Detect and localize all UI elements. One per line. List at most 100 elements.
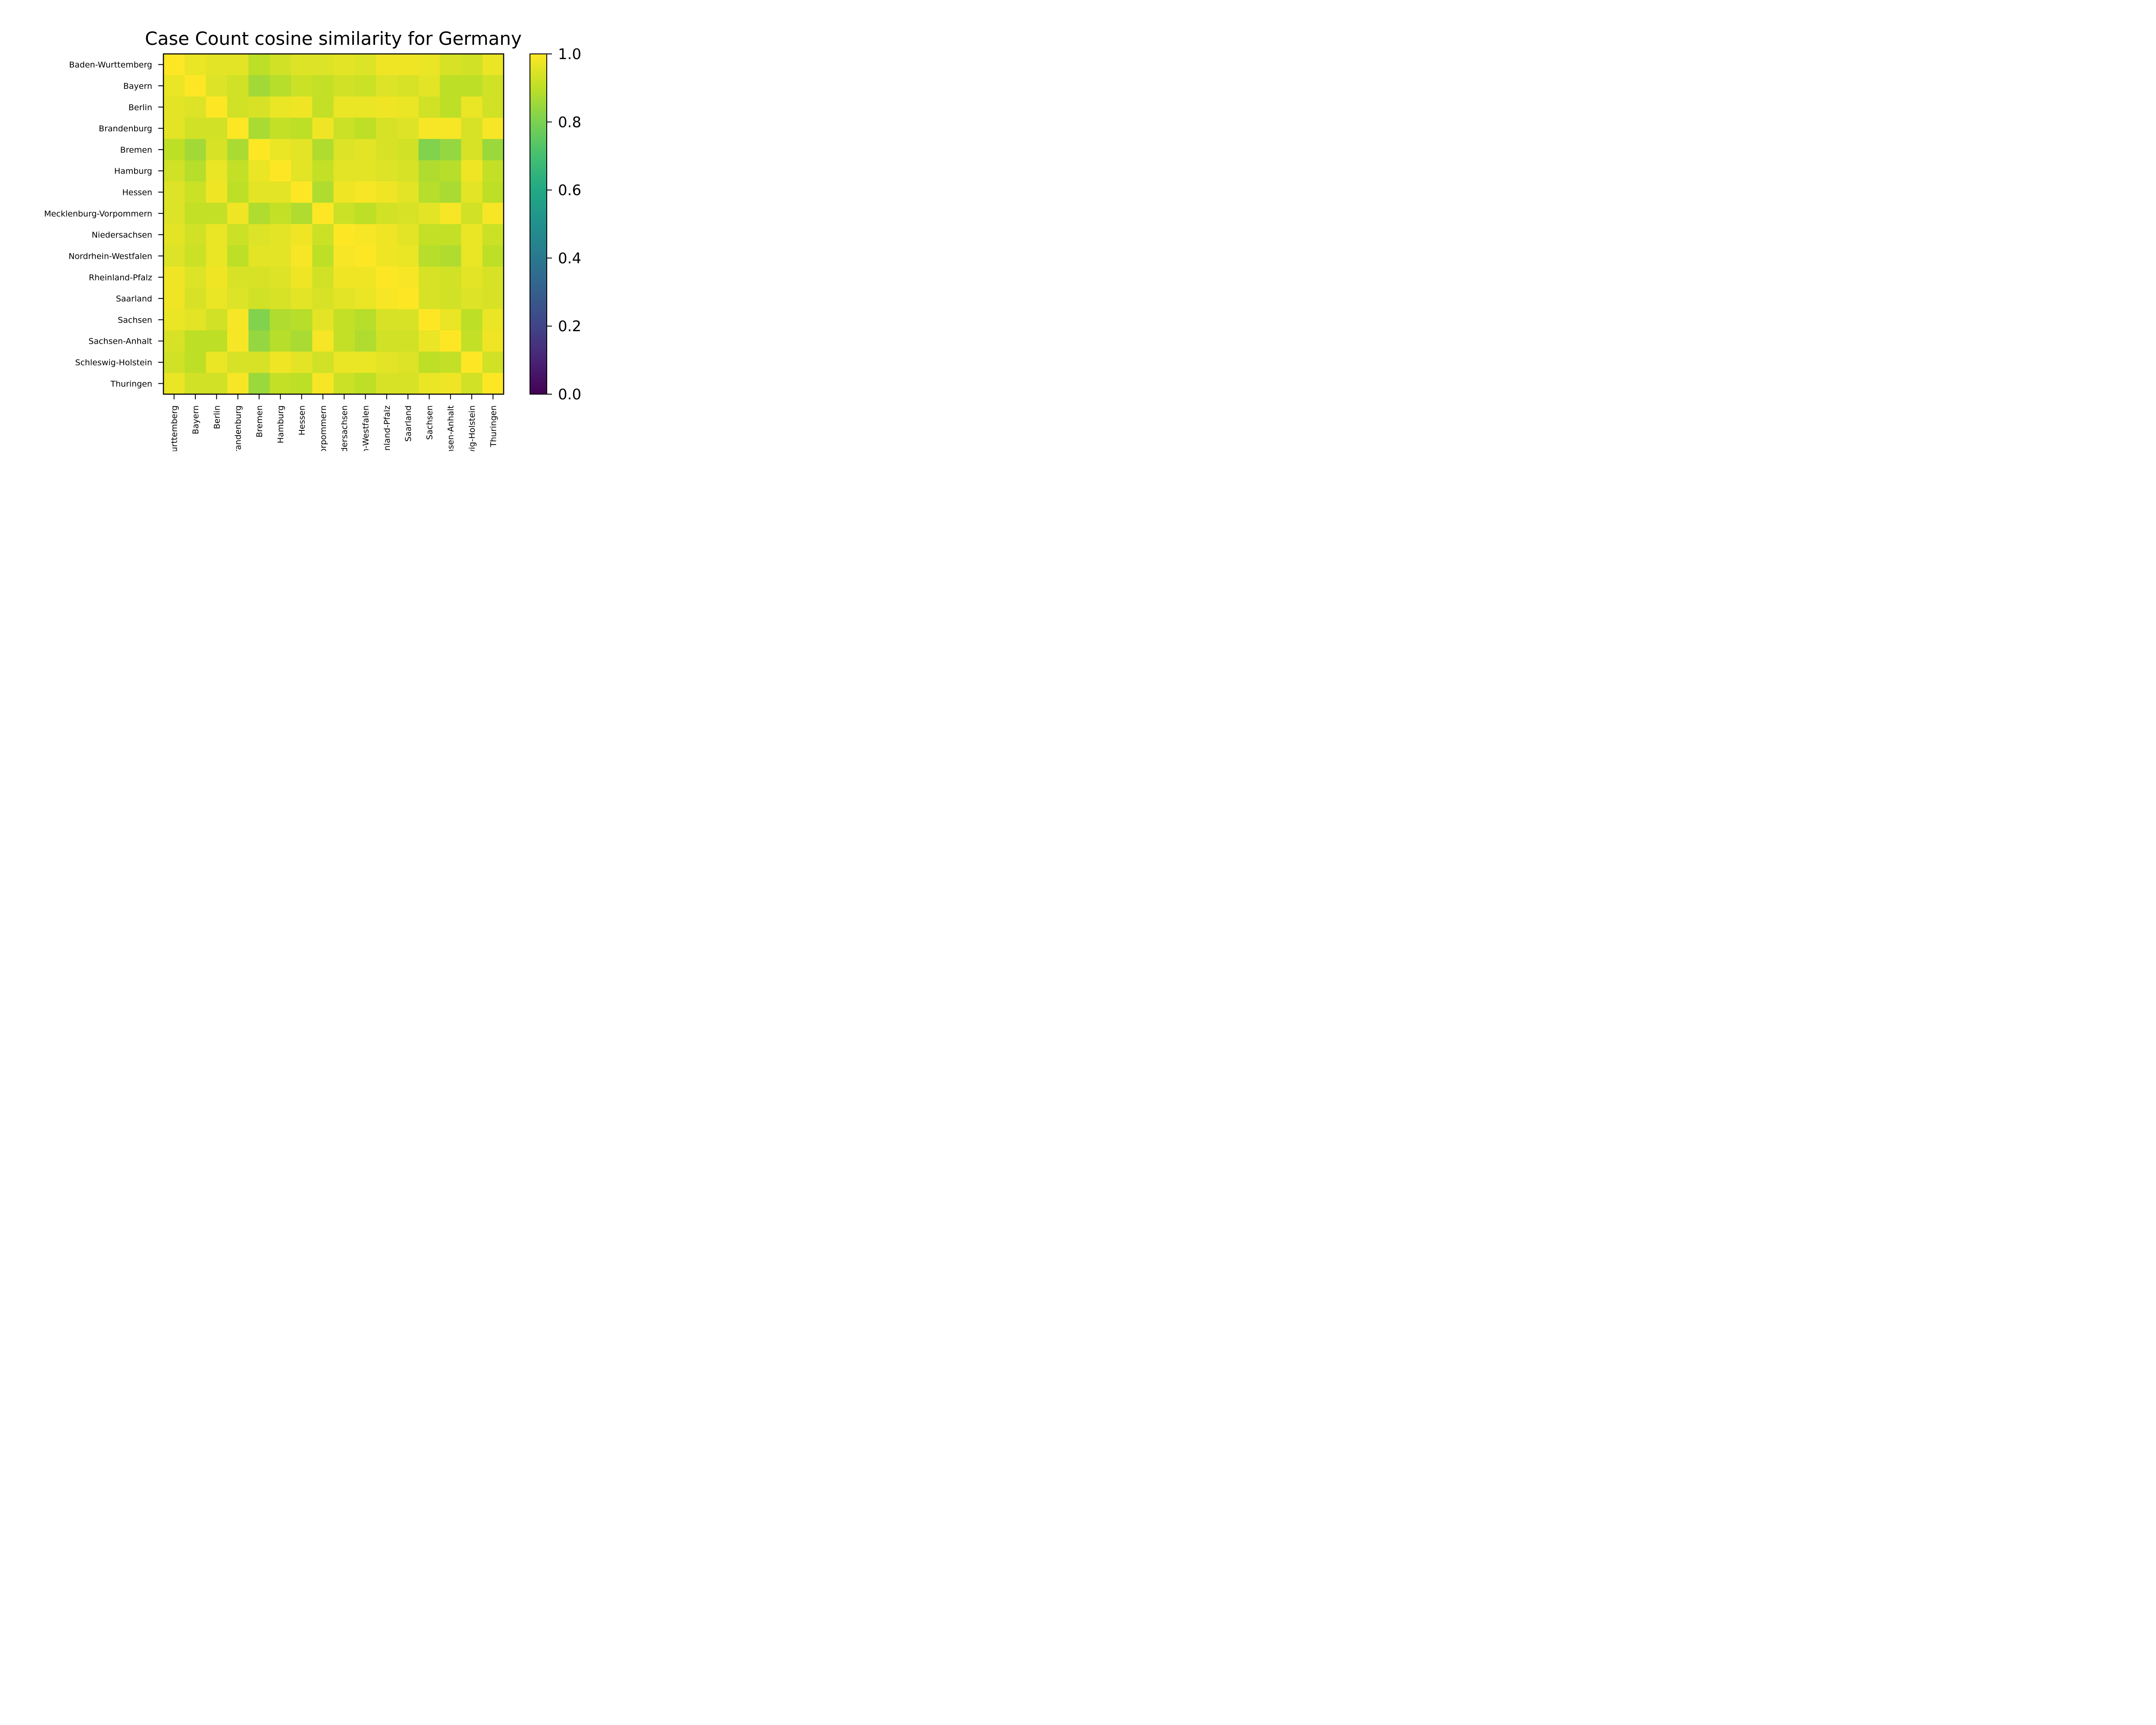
heatmap-cell [270,96,291,118]
heatmap-cell [418,203,440,225]
heatmap-cell [354,181,376,203]
heatmap-cell [418,96,440,118]
heatmap-cell [376,373,398,395]
heatmap-cell [270,224,291,246]
heatmap-cell [397,117,419,139]
heatmap-cell [185,351,207,373]
row-tick-label: Baden-Wurttemberg [69,60,152,70]
heatmap-cell [354,117,376,139]
heatmap-cell [376,330,398,352]
heatmap-cell [397,203,419,225]
heatmap-cell [461,160,483,182]
heatmap-cell [397,160,419,182]
heatmap-cell [312,330,334,352]
colorbar-tick-label: 0.4 [558,250,581,267]
column-axis: Baden-Wurttemberg Bayern Berlin Brandenburg… [170,394,498,451]
heatmap-cell [482,203,504,225]
heatmap-cell [333,267,355,289]
heatmap-cell [376,351,398,373]
heatmap-cell [333,75,355,97]
heatmap-cell [206,96,228,118]
heatmap-cell [461,54,483,75]
heatmap-cell [185,267,207,289]
heatmap-cell [206,203,228,225]
row-tick-label: Berlin [128,103,152,112]
column-tick-label: Rheinland-Pfalz [382,405,392,451]
heatmap-cell [376,267,398,289]
heatmap-cell [312,203,334,225]
heatmap-cell [333,203,355,225]
heatmap-cell [248,160,270,182]
heatmap-cell [376,54,398,75]
heatmap-cell [163,181,185,203]
heatmap-cell [248,203,270,225]
heatmap-cell [270,330,291,352]
heatmap-cell [482,373,504,395]
heatmap-cell [418,117,440,139]
heatmap-cell [333,288,355,310]
heatmap-cell [461,330,483,352]
heatmap-cell [482,309,504,331]
heatmap-cell [397,224,419,246]
heatmap-cell [418,267,440,289]
heatmap-cell [482,181,504,203]
heatmap-cell [482,75,504,97]
heatmap-cell [482,160,504,182]
heatmap-cell [440,96,461,118]
heatmap-cell [227,181,249,203]
heatmap-cell [461,288,483,310]
heatmap-cell [291,373,313,395]
row-axis: Baden-Wurttemberg Bayern Berlin Brandenburg… [44,60,163,389]
heatmap-cell [312,224,334,246]
heatmap-cell [461,267,483,289]
heatmap-cell [163,224,185,246]
column-tick-label: Brandenburg [234,405,243,451]
heatmap-cell [482,224,504,246]
heatmap-cell [354,288,376,310]
heatmap-cell [291,267,313,289]
heatmap-cell [333,181,355,203]
chart-title: Case Count cosine similarity for Germany [145,28,522,49]
heatmap-cell [376,203,398,225]
heatmap-cell [440,181,461,203]
heatmap-cell [376,160,398,182]
heatmap-cell [163,245,185,267]
heatmap-cell [418,224,440,246]
heatmap-cell [185,309,207,331]
row-tick-label: Saarland [116,294,152,304]
heatmap-cell [354,245,376,267]
heatmap-cell [354,351,376,373]
heatmap-cell [333,139,355,161]
column-tick-label: Sachsen-Anhalt [446,405,456,451]
heatmap-cell [163,203,185,225]
heatmap-cell [482,54,504,75]
heatmap-cell [354,203,376,225]
row-tick-label: Schleswig-Holstein [75,358,152,367]
heatmap-cell [227,96,249,118]
heatmap-cell [163,75,185,97]
row-tick-label: Sachsen-Anhalt [88,337,152,346]
row-tick-label: Sachsen [118,315,152,325]
heatmap-cell [397,267,419,289]
heatmap-cell [397,373,419,395]
heatmap-cell [248,309,270,331]
heatmap-cell [418,309,440,331]
heatmap-cell [227,139,249,161]
column-tick-label: Nordrhein-Westfalen [361,405,370,451]
heatmap-cell [482,330,504,352]
heatmap-cell [227,309,249,331]
heatmap-cell [248,54,270,75]
heatmap-cell [440,75,461,97]
heatmap-cell [354,139,376,161]
heatmap-cell [397,288,419,310]
heatmap-cell [482,96,504,118]
heatmap-cell [418,245,440,267]
heatmap-cell [312,54,334,75]
heatmap-cell [185,75,207,97]
heatmap-cell [270,75,291,97]
heatmap-cell [418,75,440,97]
heatmap-cell [354,330,376,352]
row-tick-label: Niedersachsen [92,230,152,240]
heatmap-cell [333,117,355,139]
heatmap-cell [185,117,207,139]
